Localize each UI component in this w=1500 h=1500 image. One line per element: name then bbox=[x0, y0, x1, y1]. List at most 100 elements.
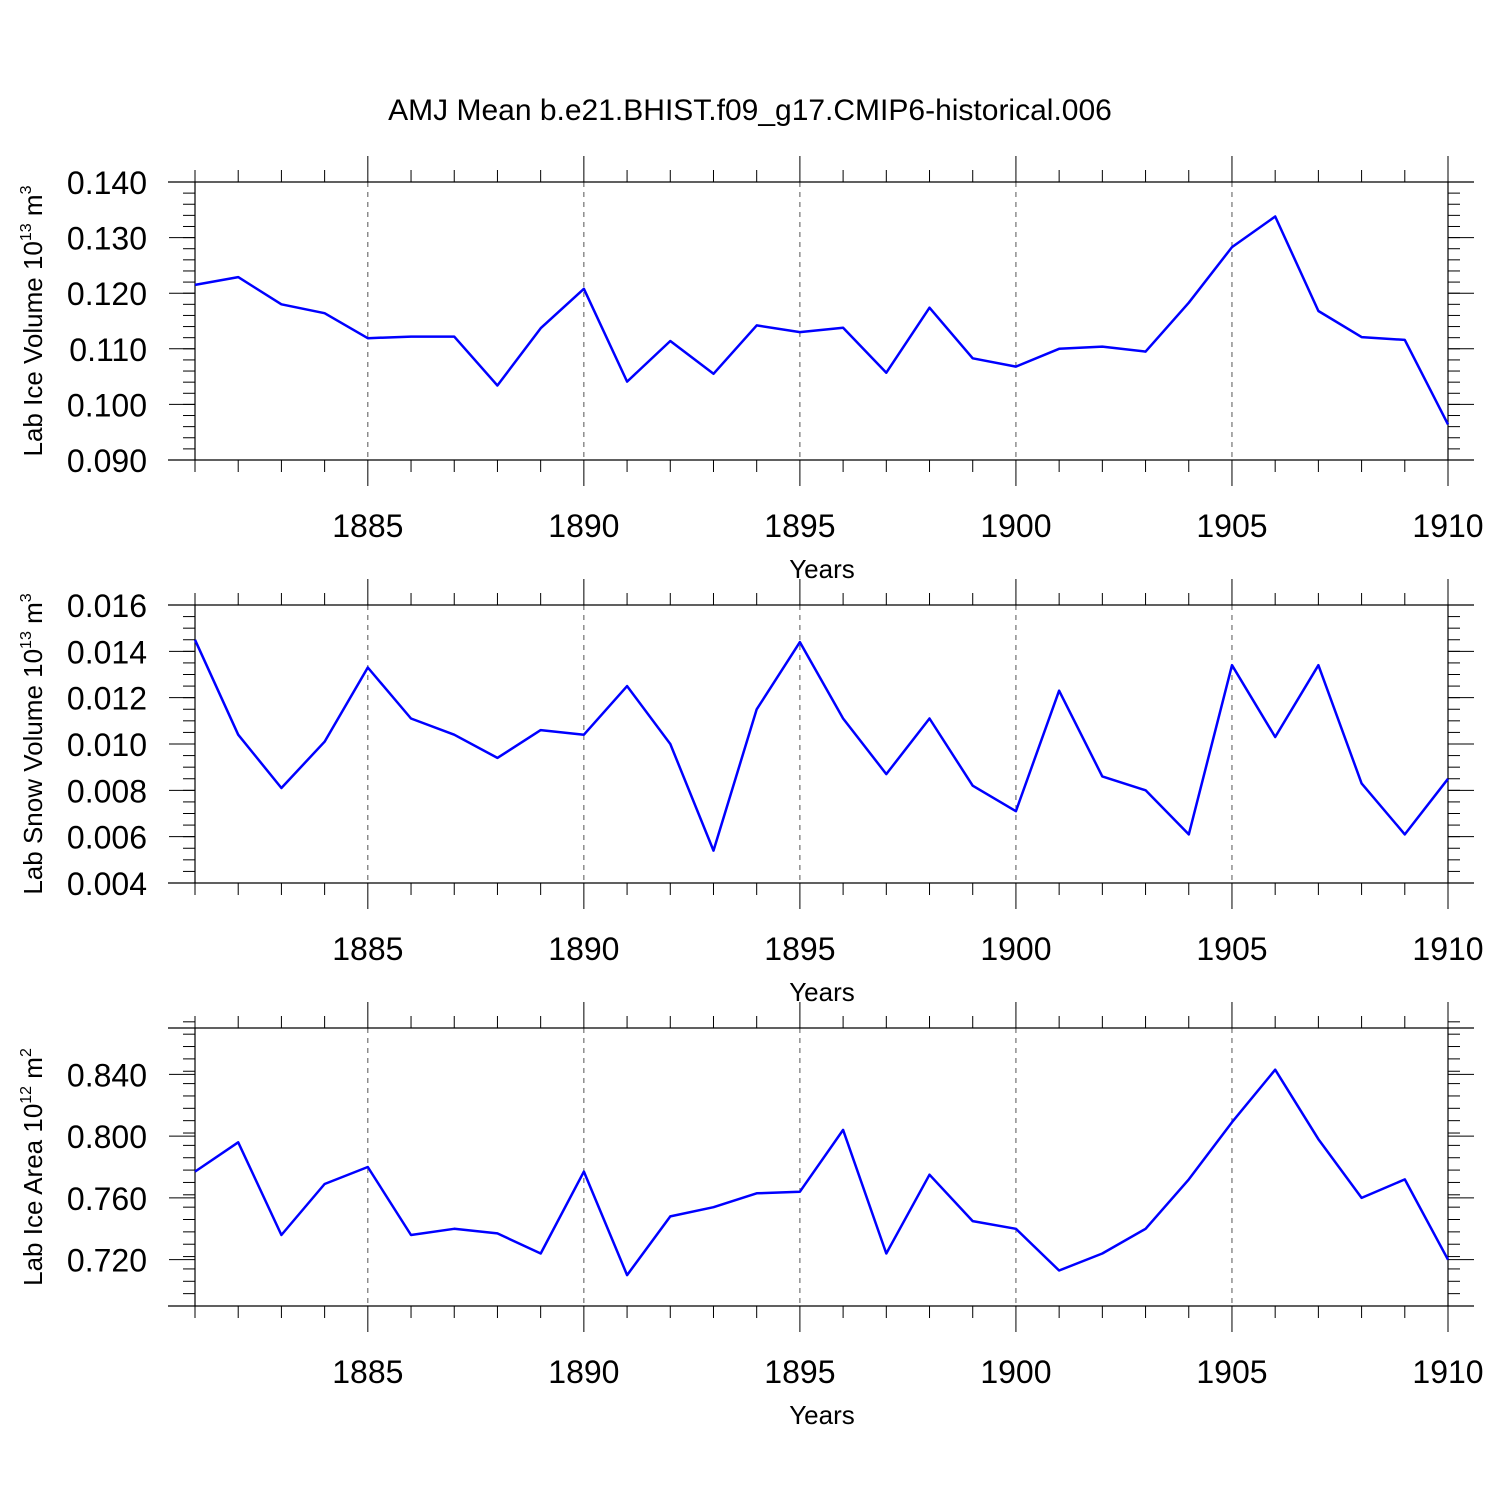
data-point bbox=[366, 1165, 370, 1169]
y-tick-label: 0.720 bbox=[67, 1243, 147, 1279]
x-tick-label: 1900 bbox=[980, 508, 1051, 544]
y-tick-label: 0.110 bbox=[69, 332, 147, 368]
y-axis-title: Lab Snow Volume 1013 m3 bbox=[18, 593, 48, 894]
data-point bbox=[798, 330, 802, 334]
data-point bbox=[971, 356, 975, 360]
data-point bbox=[539, 1251, 543, 1255]
data-point bbox=[539, 326, 543, 330]
y-tick-label: 0.800 bbox=[67, 1119, 147, 1155]
data-point bbox=[582, 1170, 586, 1174]
x-tick-label: 1890 bbox=[548, 508, 619, 544]
y-axis-title: Lab Ice Volume 1013 m3 bbox=[18, 185, 48, 456]
data-point bbox=[236, 275, 240, 279]
data-point bbox=[1273, 214, 1277, 218]
x-tick-label: 1910 bbox=[1412, 508, 1483, 544]
x-tick-label: 1890 bbox=[548, 1354, 619, 1390]
data-point bbox=[452, 335, 456, 339]
data-point bbox=[323, 740, 327, 744]
x-tick-label: 1885 bbox=[332, 1354, 403, 1390]
data-point bbox=[711, 849, 715, 853]
data-point bbox=[841, 1128, 845, 1132]
data-point bbox=[1230, 245, 1234, 249]
series-line bbox=[193, 639, 1449, 852]
data-point bbox=[1230, 663, 1234, 667]
data-point bbox=[1403, 832, 1407, 836]
data-point bbox=[452, 733, 456, 737]
chart-panels: 0.090 0.100 0.110 0.120 0.130 0.140 1885 1890 18… bbox=[18, 156, 1484, 1430]
data-point bbox=[409, 717, 413, 721]
data-point bbox=[1014, 365, 1018, 369]
data-point bbox=[539, 728, 543, 732]
y-tick-label: 0.014 bbox=[67, 634, 147, 670]
data-point bbox=[1403, 338, 1407, 342]
data-point bbox=[1230, 1120, 1234, 1124]
data-point bbox=[495, 1231, 499, 1235]
x-tick-label: 1900 bbox=[980, 1354, 1051, 1390]
data-point bbox=[755, 707, 759, 711]
y-tick-label: 0.120 bbox=[67, 276, 147, 312]
data-point bbox=[928, 717, 932, 721]
panel-2: 0.004 0.006 0.008 0.010 0.012 0.014 0.016 1885 1… bbox=[18, 579, 1484, 1007]
data-point bbox=[1057, 689, 1061, 693]
data-point bbox=[366, 336, 370, 340]
data-point bbox=[279, 1233, 283, 1237]
data-point bbox=[1014, 809, 1018, 813]
y-tick-label: 0.130 bbox=[67, 221, 147, 257]
data-point bbox=[884, 1251, 888, 1255]
data-point bbox=[323, 311, 327, 315]
data-point bbox=[1360, 1196, 1364, 1200]
data-point bbox=[366, 666, 370, 670]
data-point bbox=[1446, 1258, 1450, 1262]
panel-3: 0.720 0.760 0.800 0.840 1885 1890 1895 1900 1905… bbox=[18, 1002, 1484, 1430]
x-tick-label: 1895 bbox=[764, 508, 835, 544]
data-point bbox=[495, 756, 499, 760]
y-tick-label: 0.140 bbox=[67, 165, 147, 201]
x-tick-label: 1895 bbox=[764, 931, 835, 967]
data-point bbox=[668, 742, 672, 746]
data-point bbox=[1273, 735, 1277, 739]
data-point bbox=[798, 1190, 802, 1194]
data-point bbox=[1100, 345, 1104, 349]
data-point bbox=[711, 1205, 715, 1209]
data-point bbox=[668, 1214, 672, 1218]
y-tick-label: 0.012 bbox=[67, 681, 147, 717]
data-point bbox=[625, 684, 629, 688]
data-point bbox=[1316, 663, 1320, 667]
data-point bbox=[1187, 1177, 1191, 1181]
x-axis-title: Years bbox=[789, 977, 855, 1007]
data-point bbox=[928, 1173, 932, 1177]
x-tick-label: 1905 bbox=[1196, 931, 1267, 967]
x-tick-label: 1905 bbox=[1196, 1354, 1267, 1390]
x-tick-label: 1885 bbox=[332, 931, 403, 967]
data-point bbox=[1316, 1137, 1320, 1141]
data-point bbox=[193, 1170, 197, 1174]
data-point bbox=[1144, 1227, 1148, 1231]
series-line bbox=[194, 1068, 1450, 1277]
y-tick-label: 0.004 bbox=[67, 866, 147, 902]
data-point bbox=[1273, 1068, 1277, 1072]
data-point bbox=[841, 326, 845, 330]
data-point bbox=[711, 372, 715, 376]
data-point bbox=[841, 717, 845, 721]
y-axis-title: Lab Ice Area 1012 m2 bbox=[18, 1048, 48, 1286]
data-point bbox=[1014, 1227, 1018, 1231]
data-point bbox=[279, 302, 283, 306]
data-point bbox=[755, 1191, 759, 1195]
data-point bbox=[971, 784, 975, 788]
x-tick-label: 1910 bbox=[1412, 1354, 1483, 1390]
x-tick-label: 1900 bbox=[980, 931, 1051, 967]
data-point bbox=[1187, 301, 1191, 305]
data-point bbox=[236, 733, 240, 737]
data-point bbox=[1360, 781, 1364, 785]
data-point bbox=[1144, 350, 1148, 354]
data-point bbox=[409, 1233, 413, 1237]
data-point bbox=[495, 383, 499, 387]
data-point bbox=[1403, 1177, 1407, 1181]
data-point bbox=[193, 638, 197, 642]
data-point bbox=[1360, 335, 1364, 339]
data-point bbox=[928, 306, 932, 310]
data-point bbox=[323, 1182, 327, 1186]
data-point bbox=[971, 1219, 975, 1223]
data-point bbox=[1316, 309, 1320, 313]
